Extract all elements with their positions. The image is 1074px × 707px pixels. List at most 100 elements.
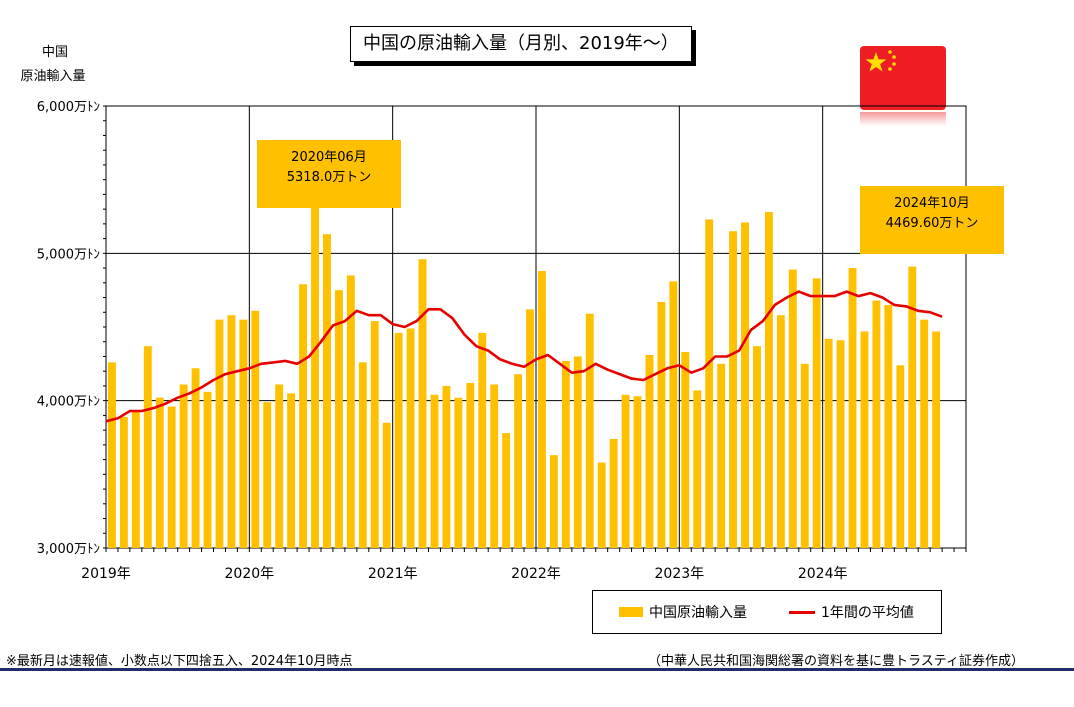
bar <box>454 397 463 548</box>
annotation-peak-value: 5318.0万トン <box>286 170 372 185</box>
bar <box>108 362 116 548</box>
bar <box>478 332 487 548</box>
legend-bar-label: 中国原油輸入量 <box>649 605 747 621</box>
bar <box>358 362 367 548</box>
bar <box>394 332 403 548</box>
bar <box>920 319 929 548</box>
bar <box>585 313 594 548</box>
bar <box>872 300 881 548</box>
bar <box>729 231 738 548</box>
bar <box>609 438 618 548</box>
tick-labels: 3,000万ﾄﾝ 4,000万ﾄﾝ 5,000万ﾄﾝ 6,000万ﾄﾝ 2019年 202… <box>37 100 848 582</box>
line-series <box>105 290 943 423</box>
bar <box>836 340 845 548</box>
bar <box>561 360 570 548</box>
bar <box>776 315 785 548</box>
bar <box>334 290 343 548</box>
legend-bar-swatch <box>619 607 643 617</box>
bar <box>645 354 654 548</box>
bar <box>538 271 546 548</box>
bar <box>406 328 415 548</box>
chart-title: 中国の原油輸入量（月別、2019年～） <box>350 26 692 62</box>
legend-line-label: 1年間の平均値 <box>821 605 914 621</box>
footnote-left: ※最新月は速報値、小数点以下四捨五入、2024年10月時点 <box>6 654 353 669</box>
bar <box>526 309 534 548</box>
bar <box>788 269 797 548</box>
x-tick-label: 2024年 <box>798 566 848 582</box>
bar <box>502 433 511 548</box>
bar <box>131 410 140 548</box>
y-tick-label: 3,000万ﾄﾝ <box>37 542 100 557</box>
flag-large-star <box>865 52 887 72</box>
legend: 中国原油輸入量 1年間の平均値 <box>592 590 942 634</box>
bar <box>203 391 212 548</box>
bar <box>287 393 296 548</box>
y-tick-label: 5,000万ﾄﾝ <box>37 247 100 262</box>
y-tick-label: 4,000万ﾄﾝ <box>37 395 100 410</box>
bar <box>764 212 773 548</box>
bar-series <box>108 206 941 549</box>
annotation-latest-value: 4469.60万トン <box>885 216 979 231</box>
annotation-latest-date: 2024年10月 <box>894 196 970 211</box>
bar <box>442 385 451 548</box>
flag-small-star <box>892 62 896 66</box>
bar <box>275 384 284 548</box>
y-axis-label-line2: 原油輸入量 <box>20 69 86 84</box>
annotation-latest-2024-10: 2024年10月 4469.60万トン <box>860 186 1004 254</box>
bar <box>693 390 702 548</box>
chart-plot: 3,000万ﾄﾝ 4,000万ﾄﾝ 5,000万ﾄﾝ 6,000万ﾄﾝ 2019年 202… <box>37 100 967 582</box>
bar <box>311 206 319 549</box>
y-axis-label-line1: 中国 <box>41 45 68 60</box>
bar <box>573 356 582 548</box>
bar <box>263 402 272 548</box>
axes <box>103 105 967 552</box>
bar <box>932 331 941 548</box>
bar <box>323 234 331 548</box>
bar <box>382 422 391 548</box>
bar <box>239 319 248 548</box>
footer-divider <box>0 668 1074 671</box>
bar <box>657 301 666 548</box>
legend-item-line: 1年間の平均値 <box>789 602 914 622</box>
china-flag-icon <box>860 46 946 126</box>
bar <box>753 346 761 548</box>
bar <box>514 374 523 548</box>
x-tick-label: 2022年 <box>511 566 561 582</box>
bar <box>741 222 749 549</box>
bar <box>143 346 152 548</box>
bar <box>466 382 475 548</box>
bar <box>597 462 606 548</box>
footnote-right: （中華人民共和国海関総署の資料を基に豊トラスティ証券作成） <box>648 654 1024 669</box>
bar <box>681 352 690 548</box>
flag-small-star <box>888 50 892 54</box>
bar <box>418 259 427 548</box>
bar <box>896 365 905 548</box>
x-tick-label: 2020年 <box>225 566 275 582</box>
average-line <box>105 290 943 423</box>
bar <box>549 455 558 548</box>
flag-small-star <box>888 67 892 71</box>
annotation-peak-date: 2020年06月 <box>291 150 367 165</box>
y-tick-label: 6,000万ﾄﾝ <box>37 100 100 115</box>
bar <box>800 363 809 548</box>
bar <box>705 219 714 549</box>
bar <box>669 281 678 548</box>
bar <box>179 384 188 548</box>
bar <box>119 416 128 548</box>
bar <box>621 394 630 548</box>
bar <box>346 275 355 548</box>
bar <box>633 396 642 548</box>
bar <box>430 394 439 548</box>
bar <box>167 406 176 548</box>
bar <box>860 331 869 548</box>
bar <box>824 338 833 548</box>
bar <box>227 315 236 548</box>
x-tick-label: 2021年 <box>368 566 418 582</box>
bar <box>908 266 917 548</box>
bar <box>717 363 726 548</box>
x-tick-label: 2023年 <box>655 566 705 582</box>
bar <box>812 278 821 548</box>
bar <box>884 304 893 548</box>
bar <box>848 268 857 548</box>
bar <box>490 384 499 548</box>
